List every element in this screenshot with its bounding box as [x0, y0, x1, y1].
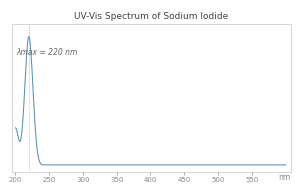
Title: UV-Vis Spectrum of Sodium Iodide: UV-Vis Spectrum of Sodium Iodide [74, 12, 229, 21]
Text: nm: nm [278, 173, 290, 182]
Text: λmax = 220 nm: λmax = 220 nm [16, 48, 77, 57]
